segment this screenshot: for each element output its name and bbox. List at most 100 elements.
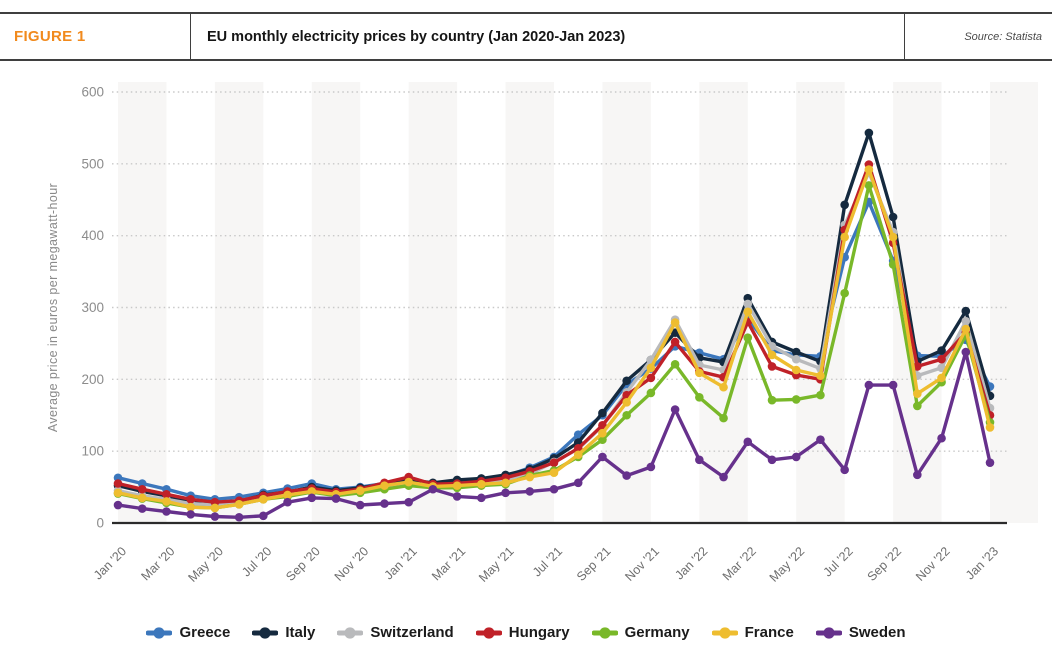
- data-point: [404, 477, 413, 487]
- legend-item-sweden[interactable]: Sweden: [815, 624, 906, 641]
- legend-label: France: [744, 624, 794, 641]
- legend-marker-icon: [146, 626, 173, 639]
- data-point: [162, 489, 171, 499]
- data-point: [549, 484, 559, 494]
- legend-dot: [823, 626, 835, 639]
- data-point: [961, 324, 971, 334]
- data-point: [598, 408, 607, 418]
- x-tick-label: Jan '23: [963, 544, 1001, 582]
- data-point: [598, 452, 607, 462]
- data-point: [501, 488, 510, 498]
- data-point: [525, 472, 535, 482]
- data-point: [113, 479, 123, 488]
- legend-marker-icon: [252, 626, 279, 639]
- data-point: [283, 497, 292, 507]
- x-tick-label: Mar '20: [138, 544, 177, 583]
- data-point: [791, 354, 801, 364]
- data-point: [767, 350, 777, 360]
- data-point: [816, 435, 825, 444]
- data-point: [186, 502, 195, 512]
- data-point: [767, 395, 777, 405]
- data-point: [864, 128, 874, 138]
- data-point: [816, 390, 825, 400]
- band: [796, 82, 845, 523]
- band: [118, 82, 167, 523]
- legend-label: Switzerland: [370, 624, 454, 641]
- data-point: [888, 380, 898, 390]
- data-point: [864, 181, 874, 190]
- data-point: [864, 165, 874, 174]
- data-point: [695, 455, 704, 465]
- data-point: [380, 481, 389, 490]
- x-tick-label: Nov '20: [332, 544, 372, 584]
- x-tick-label: Jan '21: [382, 544, 420, 582]
- x-tick-label: Nov '21: [622, 544, 662, 584]
- data-point: [573, 478, 583, 488]
- data-point: [937, 354, 946, 364]
- x-tick-label: Sep '21: [574, 544, 614, 584]
- data-point: [743, 333, 753, 342]
- data-point: [210, 512, 220, 521]
- data-point: [137, 484, 147, 494]
- data-point: [283, 490, 292, 500]
- data-point: [259, 511, 268, 521]
- legend-label: Italy: [285, 624, 316, 641]
- band: [602, 82, 651, 523]
- data-point: [355, 486, 365, 495]
- data-point: [791, 347, 801, 357]
- x-tick-label: Jul '22: [821, 544, 856, 579]
- data-point: [113, 500, 123, 510]
- data-point: [840, 232, 849, 242]
- data-point: [162, 497, 171, 506]
- data-point: [864, 380, 874, 390]
- legend-item-italy[interactable]: Italy: [252, 624, 315, 641]
- data-point: [549, 458, 559, 467]
- data-point: [888, 212, 898, 222]
- x-tick-label: Nov '22: [913, 544, 953, 584]
- data-point: [937, 373, 946, 383]
- data-point: [719, 382, 728, 392]
- data-point: [670, 405, 680, 414]
- data-point: [186, 494, 195, 504]
- data-point: [162, 507, 171, 516]
- data-point: [961, 347, 971, 357]
- legend-item-germany[interactable]: Germany: [591, 624, 690, 641]
- legend-item-greece[interactable]: Greece: [146, 624, 230, 641]
- x-tick-label: Sep '22: [865, 544, 905, 584]
- series-sweden: [113, 347, 995, 522]
- data-point: [501, 478, 510, 488]
- data-point: [355, 500, 365, 510]
- legend-marker-icon: [337, 626, 364, 639]
- chart-legend: Greece Italy Switzerland Hungary Germany Fran…: [0, 624, 1052, 641]
- legend-dot: [483, 626, 495, 639]
- figure-title: EU monthly electricity prices by country…: [190, 14, 905, 59]
- legend-label: Sweden: [848, 624, 906, 641]
- data-point: [307, 487, 317, 496]
- legend-item-france[interactable]: France: [711, 624, 794, 641]
- data-point: [937, 433, 946, 443]
- data-point: [573, 430, 583, 439]
- legend-item-switzerland[interactable]: Switzerland: [337, 624, 454, 641]
- data-point: [670, 318, 680, 327]
- data-point: [913, 389, 922, 399]
- x-tick-label: May '22: [767, 544, 808, 585]
- x-tick-label: May '21: [476, 544, 517, 585]
- data-point: [525, 487, 535, 496]
- data-point: [670, 337, 680, 347]
- legend-dot: [344, 626, 356, 639]
- legend-marker-icon: [591, 626, 618, 639]
- data-point: [695, 392, 704, 402]
- data-point: [234, 500, 244, 509]
- band: [311, 82, 361, 523]
- data-point: [767, 362, 777, 371]
- data-point: [743, 437, 753, 447]
- legend-marker-icon: [475, 626, 502, 639]
- y-tick-label: 400: [81, 228, 104, 243]
- data-point: [937, 346, 946, 355]
- legend-item-hungary[interactable]: Hungary: [475, 624, 570, 641]
- legend-label: Germany: [624, 624, 690, 641]
- data-point: [961, 306, 971, 316]
- y-tick-label: 500: [81, 156, 104, 171]
- data-point: [719, 413, 728, 423]
